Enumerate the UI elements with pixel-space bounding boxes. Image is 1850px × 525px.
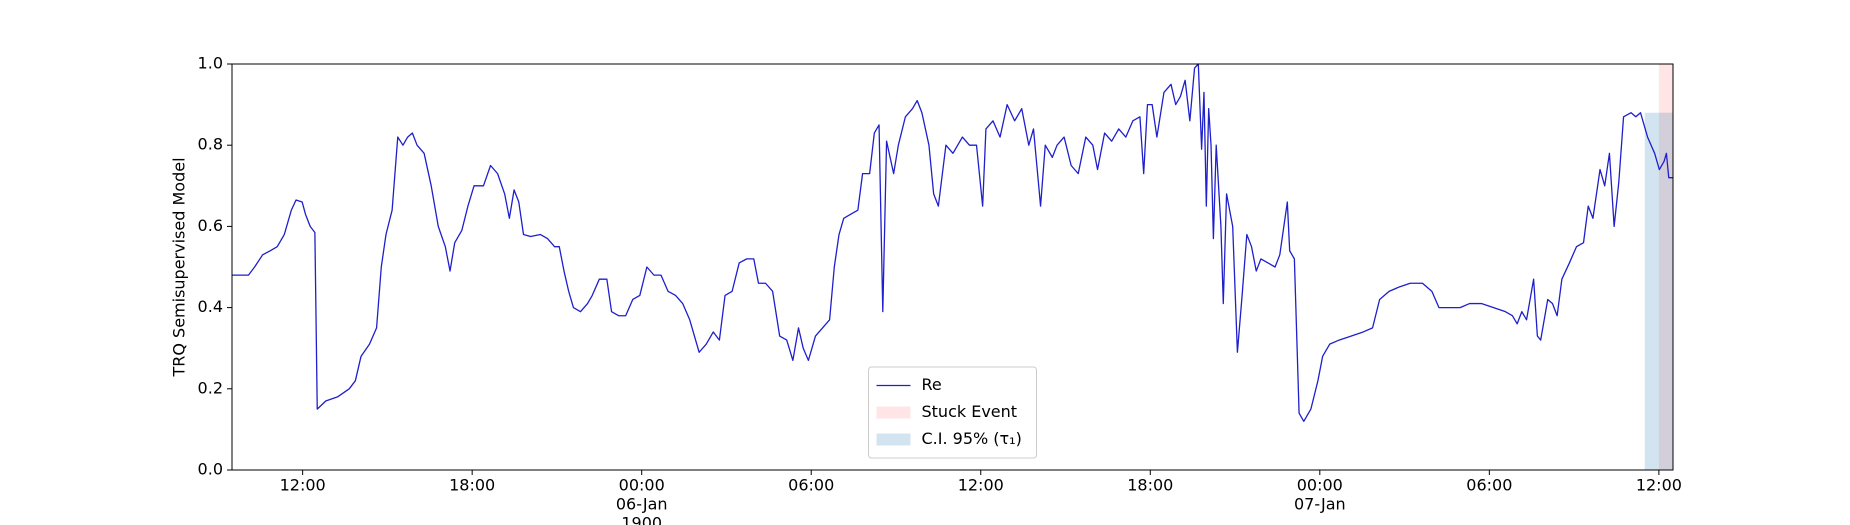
y-tick-label: 0.6 [198, 216, 223, 235]
y-tick-label: 0.4 [198, 297, 223, 316]
y-tick-label: 0.0 [198, 460, 223, 479]
x-tick-label: 12:00 [1636, 476, 1682, 495]
axes-frame [231, 63, 1674, 471]
y-tick-label: 0.2 [198, 378, 223, 397]
legend-swatch [876, 406, 911, 419]
legend-label: Re [922, 375, 942, 394]
x-tick-label: 12:00 [280, 476, 326, 495]
x-tick-label: 18:00 [1127, 476, 1173, 495]
legend-label: C.I. 95% (τ₁) [922, 429, 1022, 448]
x-tick-label: 07-Jan [1294, 495, 1346, 514]
y-axis-label: TRQ Semisupervised Model [170, 157, 189, 377]
y-tick-label: 1.0 [198, 54, 223, 73]
x-tick-label: 00:00 [1297, 476, 1343, 495]
x-tick-label: 00:00 [619, 476, 665, 495]
y-tick-label: 0.8 [198, 135, 223, 154]
data-line [232, 63, 1673, 422]
x-tick-label: 18:00 [449, 476, 495, 495]
legend-label: Stuck Event [922, 402, 1018, 421]
legend-swatch [876, 433, 911, 446]
x-tick-label: 12:00 [958, 476, 1004, 495]
x-tick-label: 1900 [621, 514, 662, 525]
x-tick-label: 06:00 [1466, 476, 1512, 495]
x-tick-label: 06:00 [788, 476, 834, 495]
legend-box [868, 366, 1037, 459]
x-tick-label: 06-Jan [616, 495, 668, 514]
